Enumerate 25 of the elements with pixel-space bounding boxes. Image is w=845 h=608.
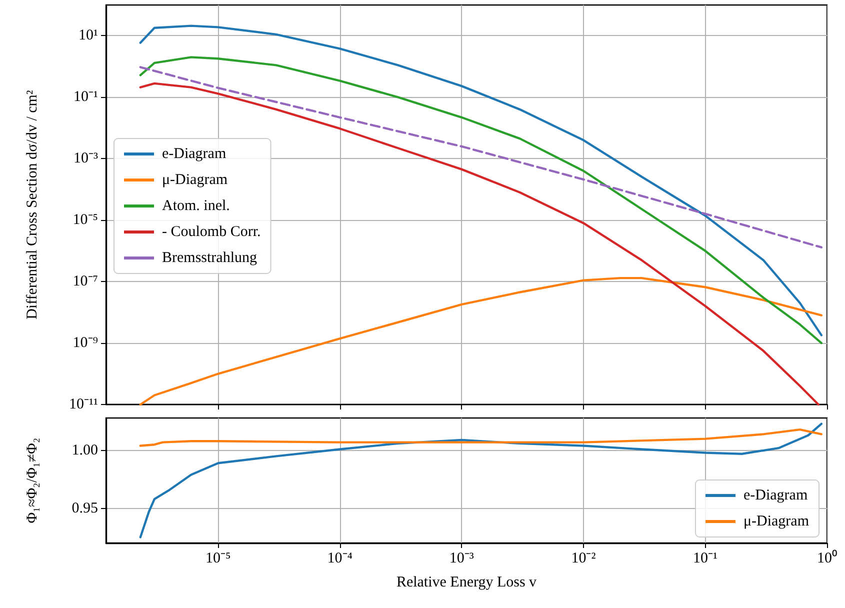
x-tick-label: 10⁻⁴ — [327, 550, 353, 566]
legend-label: - Coulomb Corr. — [162, 224, 261, 240]
y-axis-title: Differential Cross Section dσ/dv / cm² — [24, 90, 40, 320]
y-tick-label: 10⁻³ — [74, 150, 98, 167]
x-tick-label: 10⁻² — [571, 550, 596, 566]
y-tick-label: 10⁻¹¹ — [69, 396, 98, 412]
y-tick-label: 0.95 — [72, 500, 98, 516]
y-axis-title: Φ₁≈Φ₂/Φ₁≠Φ₂ — [24, 438, 40, 524]
y-tick-label: 10⁻¹ — [74, 89, 98, 106]
y-tick-label: 10⁻⁵ — [72, 212, 98, 228]
legend-label: e-Diagram — [162, 146, 226, 162]
legend-label: Atom. inel. — [162, 198, 230, 214]
x-tick-label: 10⁻¹ — [692, 550, 718, 566]
y-tick-label: 10¹ — [78, 28, 98, 44]
legend-label: e-Diagram — [743, 488, 808, 504]
legend-label: μ-Diagram — [743, 514, 810, 530]
x-tick-label: 10⁻⁵ — [206, 550, 231, 566]
legend-label: μ-Diagram — [162, 172, 228, 188]
x-tick-label: 10⁻³ — [449, 550, 474, 566]
y-tick-label: 1.00 — [72, 442, 98, 458]
y-tick-label: 10⁻⁹ — [72, 335, 98, 352]
legend-label: Bremsstrahlung — [162, 250, 258, 266]
y-tick-label: 10⁻⁷ — [72, 274, 98, 290]
x-axis-title: Relative Energy Loss v — [396, 574, 538, 590]
x-tick-label: 10⁰ — [817, 550, 837, 566]
